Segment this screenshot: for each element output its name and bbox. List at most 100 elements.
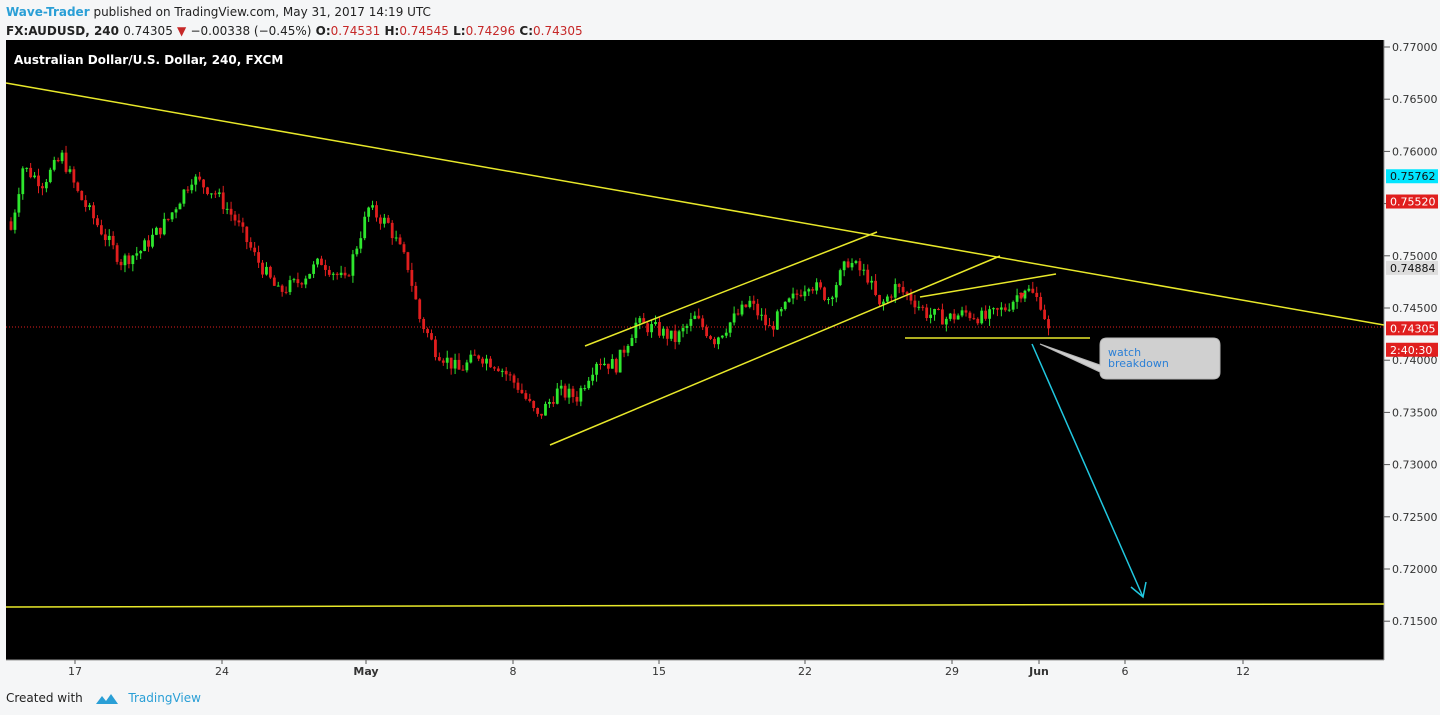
upper-trendline[interactable] (5, 82, 1385, 326)
candle-down (422, 317, 426, 333)
candle-down (551, 396, 555, 407)
candle-up (555, 382, 559, 405)
candle-down (418, 298, 422, 323)
candle-up (618, 349, 622, 373)
time-axis[interactable] (6, 660, 1384, 680)
candle-down (249, 237, 253, 251)
projection-arrow[interactable] (1031, 343, 1147, 599)
candle-up (980, 307, 984, 325)
candle-down (1043, 304, 1046, 320)
high-label: H: (384, 24, 400, 38)
candle-down (84, 195, 88, 212)
x-tick-label: 15 (652, 665, 666, 678)
candle-up (661, 326, 665, 339)
candle-up (135, 246, 139, 260)
footer: Created with TradingView (6, 688, 201, 708)
candle-down (29, 162, 33, 179)
candle-up (316, 257, 319, 268)
candle-up (139, 250, 143, 260)
candle-up (174, 207, 178, 219)
candle-down (280, 284, 284, 297)
y-tick-label: 0.72000 (1392, 563, 1438, 576)
candle-down (434, 336, 437, 361)
candle-down (658, 317, 661, 338)
candle-down (713, 336, 716, 348)
candle-down (64, 145, 68, 174)
candle-down (272, 275, 276, 287)
candle-up (445, 350, 449, 370)
candle-up (1023, 289, 1027, 302)
candle-up (60, 150, 64, 164)
candle-down (536, 407, 540, 417)
candle-down (284, 286, 288, 295)
candle-down (1039, 292, 1043, 311)
candle-up (131, 254, 135, 272)
candle-up (783, 301, 787, 311)
candle-down (575, 391, 579, 406)
candle-up (850, 258, 854, 271)
candle-down (941, 303, 944, 325)
candle-down (614, 357, 618, 375)
symbol-label: FX:AUDUSD, 240 (6, 24, 120, 38)
candle-down (976, 317, 980, 326)
candle-up (654, 315, 657, 326)
candle-up (210, 193, 213, 199)
candle-down (119, 259, 123, 271)
candle-down (528, 393, 532, 403)
y-tick-label: 0.76500 (1392, 93, 1438, 106)
candle-down (878, 294, 881, 307)
candle-up (992, 307, 995, 315)
candle-up (363, 211, 367, 241)
candle-down (752, 295, 756, 311)
candle-up (170, 212, 174, 222)
tradingview-link[interactable]: TradingView (128, 691, 201, 705)
candle-down (646, 320, 650, 336)
candle-up (579, 385, 583, 407)
candle-down (642, 312, 646, 324)
candle-up (548, 398, 551, 408)
tradingview-logo-icon (95, 693, 118, 704)
candle-down (41, 182, 44, 196)
candle-down (335, 272, 339, 280)
candle-down (233, 211, 237, 226)
candle-up (610, 354, 614, 369)
price-label: 0.74884 (1386, 260, 1438, 275)
last-price: 0.74305 (123, 24, 173, 38)
candle-down (213, 190, 217, 198)
candle-down (524, 390, 528, 401)
x-tick-label: Jun (1028, 665, 1049, 678)
candle-down (343, 266, 347, 279)
channel-bottom-line[interactable] (549, 255, 1001, 446)
wedge-top-line[interactable] (919, 273, 1057, 298)
author-name[interactable]: Wave-Trader (6, 5, 90, 19)
candle-down (56, 157, 60, 163)
candle-down (599, 358, 602, 370)
candle-down (261, 260, 264, 278)
price-chart[interactable]: Australian Dollar/U.S. Dollar, 240, FXCM… (0, 40, 1440, 685)
x-tick-label: 12 (1236, 665, 1250, 678)
candle-up (485, 354, 488, 371)
y-tick-label: 0.74500 (1392, 302, 1438, 315)
candle-down (606, 363, 610, 375)
price-label: 0.75520 (1386, 194, 1438, 209)
candle-down (477, 354, 481, 362)
candle-down (437, 352, 441, 362)
candle-down (846, 258, 850, 269)
candle-down (516, 378, 520, 394)
candle-down (206, 186, 209, 196)
support-line[interactable] (5, 603, 1385, 608)
candle-up (748, 295, 752, 309)
channel-top-line[interactable] (584, 231, 878, 347)
candle-down (229, 201, 233, 222)
candle-down (127, 252, 131, 269)
y-tick-label: 0.73500 (1392, 406, 1438, 419)
candle-up (779, 307, 783, 317)
candle-down (897, 283, 901, 294)
candle-down (1031, 281, 1035, 294)
candle-down (858, 258, 862, 277)
price-label-text: 0.74305 (1390, 322, 1436, 335)
candle-down (76, 181, 80, 193)
candle-down (296, 272, 300, 288)
annotation-callout[interactable]: watch breakdown (1039, 337, 1221, 380)
candle-down (198, 171, 202, 182)
